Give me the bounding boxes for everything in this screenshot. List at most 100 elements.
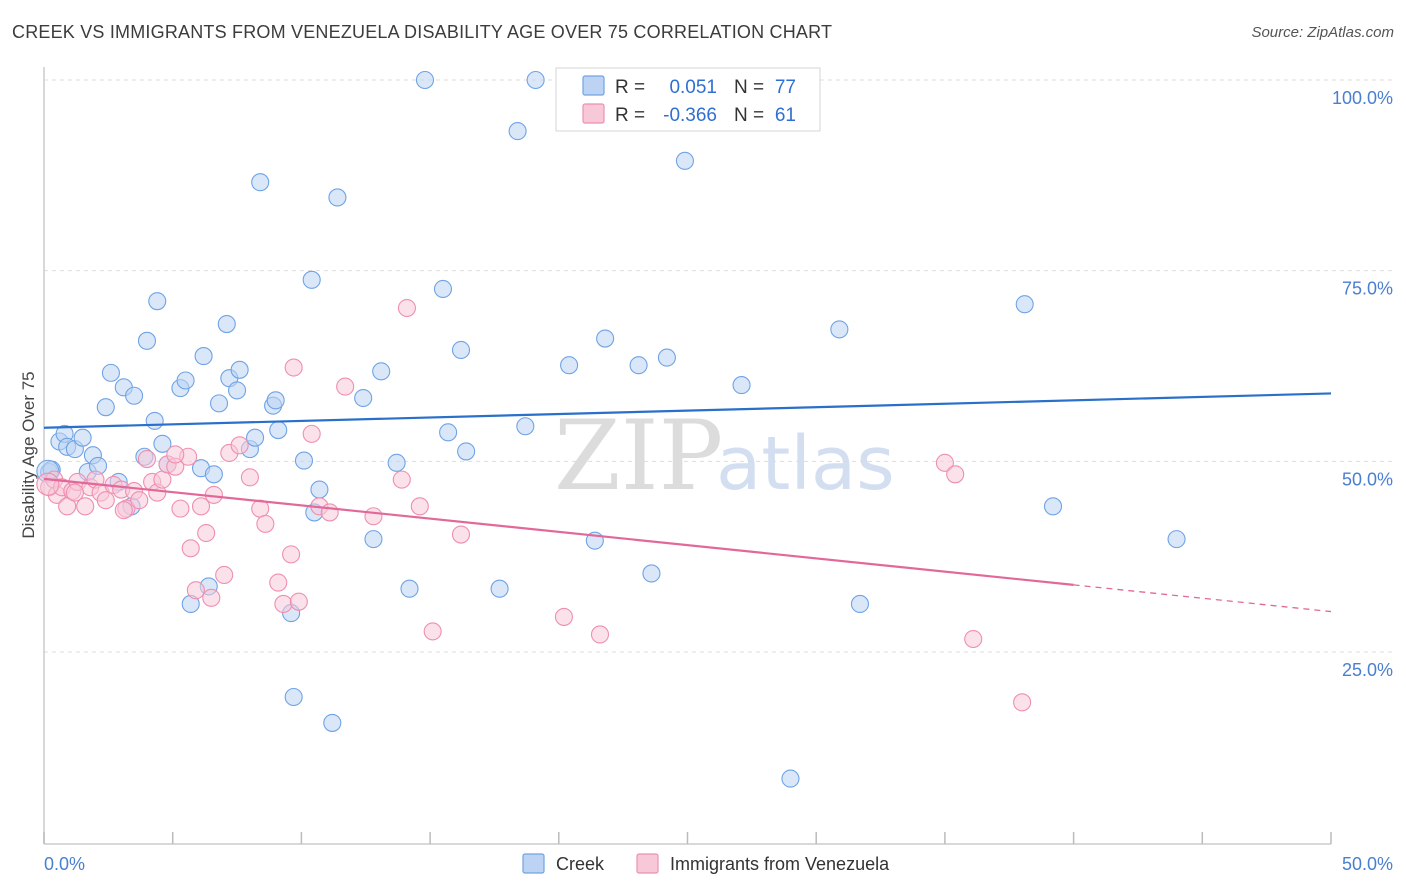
point-venezuela-48 xyxy=(410,497,429,516)
legend-n-value-creek: 77 xyxy=(775,77,796,98)
legend-r-label-venezuela: R = xyxy=(615,105,645,126)
point-creek-41 xyxy=(284,687,303,707)
trend-line-venezuela xyxy=(43,477,1074,586)
point-venezuela-28 xyxy=(197,523,216,543)
point-creek-76 xyxy=(1167,530,1186,549)
y-axis-title: Disability Age Over 75 xyxy=(19,371,38,538)
bottom-legend-swatch-venezuela xyxy=(636,853,659,874)
point-creek-17 xyxy=(137,331,157,350)
point-venezuela-36 xyxy=(269,573,288,592)
y-tick-label-3: 25.0% xyxy=(1342,660,1393,680)
legend-n-value-venezuela: 61 xyxy=(775,105,796,126)
point-creek-71 xyxy=(781,769,800,788)
point-creek-46 xyxy=(323,713,342,732)
point-venezuela-55 xyxy=(964,629,983,649)
point-creek-58 xyxy=(490,579,509,598)
legend-swatch-venezuela xyxy=(582,103,605,124)
point-creek-29 xyxy=(209,394,229,413)
legend-r-value-creek: 0.051 xyxy=(669,77,717,98)
point-creek-30 xyxy=(217,315,236,334)
legend-r-label-creek: R = xyxy=(615,77,645,98)
point-venezuela-44 xyxy=(336,377,355,396)
point-venezuela-23 xyxy=(171,499,190,518)
watermark: ZIP atlas xyxy=(554,400,895,512)
point-venezuela-52 xyxy=(590,625,610,644)
point-creek-55 xyxy=(439,423,458,442)
point-creek-59 xyxy=(508,122,527,141)
point-venezuela-27 xyxy=(191,497,211,516)
legend-swatch-creek xyxy=(582,75,605,96)
point-venezuela-56 xyxy=(1013,693,1032,712)
point-creek-56 xyxy=(451,340,471,360)
point-creek-10 xyxy=(96,398,115,417)
point-creek-72 xyxy=(830,320,849,339)
point-creek-45 xyxy=(310,480,329,499)
trend-lines xyxy=(43,392,1332,613)
point-creek-54 xyxy=(433,279,453,299)
point-venezuela-60 xyxy=(65,483,84,502)
point-venezuela-41 xyxy=(302,424,321,443)
point-creek-75 xyxy=(1043,497,1063,516)
point-creek-64 xyxy=(596,329,615,348)
point-venezuela-7 xyxy=(76,497,95,516)
point-venezuela-54 xyxy=(946,465,965,484)
point-venezuela-50 xyxy=(451,525,471,544)
series-venezuela-points xyxy=(36,298,1032,712)
point-creek-38 xyxy=(266,391,285,410)
point-creek-11 xyxy=(101,363,120,382)
point-creek-67 xyxy=(642,564,661,583)
point-venezuela-45 xyxy=(364,507,383,526)
legend-box: R = 0.051 N = 77 R = -0.366 N = 61 xyxy=(555,67,821,132)
point-creek-73 xyxy=(850,594,870,614)
point-creek-49 xyxy=(364,530,383,549)
point-creek-19 xyxy=(148,292,167,311)
legend-n-label-creek: N = xyxy=(734,77,764,98)
point-creek-39 xyxy=(269,421,288,440)
point-creek-47 xyxy=(328,188,347,207)
point-venezuela-57 xyxy=(202,588,221,607)
y-tick-labels: 100.0% 75.0% 50.0% 25.0% xyxy=(1332,88,1393,680)
point-creek-6 xyxy=(73,428,92,447)
point-venezuela-49 xyxy=(423,622,442,641)
point-creek-61 xyxy=(526,70,545,90)
y-tick-label-1: 75.0% xyxy=(1342,279,1393,299)
point-creek-43 xyxy=(302,270,321,289)
point-creek-35 xyxy=(246,428,265,447)
x-tick-label-max: 50.0% xyxy=(1342,854,1393,874)
point-venezuela-43 xyxy=(320,503,339,522)
point-venezuela-30 xyxy=(215,565,234,585)
point-venezuela-37 xyxy=(274,594,293,614)
point-creek-51 xyxy=(387,453,406,472)
bottom-legend: Creek Immigrants from Venezuela xyxy=(522,853,890,874)
point-creek-68 xyxy=(657,348,676,367)
point-venezuela-38 xyxy=(282,545,301,564)
point-venezuela-59 xyxy=(114,501,133,520)
point-venezuela-58 xyxy=(166,445,185,464)
point-creek-33 xyxy=(230,360,249,379)
bottom-legend-swatch-creek xyxy=(522,853,545,874)
point-creek-28 xyxy=(204,465,223,484)
point-venezuela-35 xyxy=(256,514,275,533)
point-venezuela-33 xyxy=(240,468,259,487)
point-creek-42 xyxy=(294,451,314,470)
legend-r-value-venezuela: -0.366 xyxy=(663,105,717,126)
point-venezuela-46 xyxy=(392,470,411,489)
point-venezuela-39 xyxy=(284,358,303,377)
x-ticks xyxy=(43,832,1332,844)
point-creek-66 xyxy=(629,356,648,375)
point-creek-32 xyxy=(228,381,247,400)
point-venezuela-40 xyxy=(289,592,308,611)
point-venezuela-17 xyxy=(137,449,157,469)
point-creek-15 xyxy=(125,386,144,405)
point-creek-69 xyxy=(675,151,694,170)
bottom-legend-label-creek: Creek xyxy=(556,854,605,874)
point-creek-74 xyxy=(1015,295,1034,314)
point-creek-60 xyxy=(516,417,535,436)
point-creek-50 xyxy=(372,362,391,381)
watermark-zip: ZIP xyxy=(554,400,723,512)
point-creek-70 xyxy=(732,376,751,395)
point-venezuela-53 xyxy=(935,453,954,472)
legend-n-label-venezuela: N = xyxy=(734,105,764,126)
point-venezuela-16 xyxy=(130,491,149,510)
